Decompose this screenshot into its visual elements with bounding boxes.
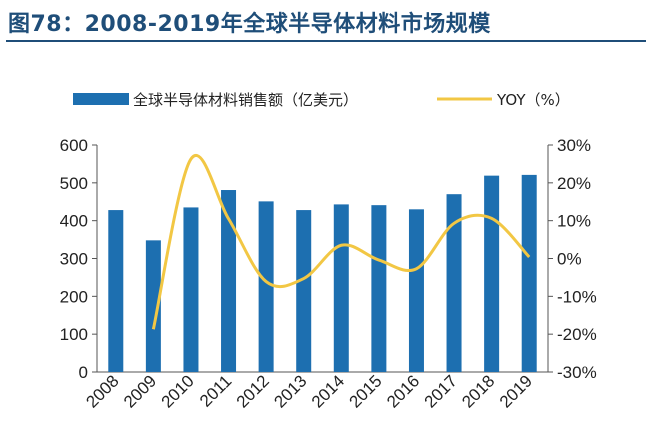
legend-bar-swatch [73,93,129,105]
bar-2010 [183,207,199,372]
right-tick-label: 30% [557,136,591,155]
title-underline [6,40,646,42]
right-tick-label: 20% [557,174,591,193]
x-tick-label: 2017 [421,371,461,411]
x-tick-label: 2018 [458,371,498,411]
left-tick-label: 200 [60,287,88,306]
bar-2015 [371,205,387,372]
bar-2018 [484,175,500,372]
x-tick-label: 2009 [120,371,160,411]
legend: 全球半导体材料销售额（亿美元） YOY（%） [73,91,570,109]
line-series [151,154,531,330]
x-tick-label: 2015 [346,371,386,411]
bar-series [108,174,537,372]
left-tick-label: 600 [60,136,88,155]
x-tick-label: 2012 [233,371,273,411]
yoy-line [151,154,531,330]
bar-2012 [258,201,274,372]
x-tick-label: 2008 [82,371,122,411]
bar-2011 [221,190,237,372]
x-tick-label: 2013 [270,371,310,411]
right-tick-label: -10% [557,287,597,306]
right-tick-label: 10% [557,212,591,231]
bar-2008 [108,210,124,372]
tick-labels: 0 100 200 300 400 500 600 -30% -20% -10% 0% 10% 20% 3… [60,136,597,412]
x-tick-label: 2014 [308,371,348,411]
right-tick-label: -20% [557,325,597,344]
x-tick-label: 2019 [496,371,536,411]
legend-line-label: YOY（%） [496,91,570,109]
x-tick-label: 2016 [383,371,423,411]
left-tick-label: 400 [60,212,88,231]
right-tick-label: -30% [557,363,597,382]
right-tick-label: 0% [557,250,582,269]
chart-title: 图78：2008-2019年全球半导体材料市场规模 [8,12,491,37]
bar-2014 [333,204,349,372]
bar-2013 [296,210,312,372]
left-tick-label: 0 [79,363,88,382]
bar-2017 [446,194,462,372]
bar-2019 [521,174,537,372]
axes [92,144,553,373]
left-tick-label: 100 [60,325,88,344]
bar-2016 [408,209,424,372]
left-tick-label: 500 [60,174,88,193]
x-tick-label: 2010 [158,371,198,411]
legend-bar-label: 全球半导体材料销售额（亿美元） [133,91,358,109]
x-tick-label: 2011 [196,371,235,410]
bar-2009 [145,240,161,372]
left-tick-label: 300 [60,250,88,269]
